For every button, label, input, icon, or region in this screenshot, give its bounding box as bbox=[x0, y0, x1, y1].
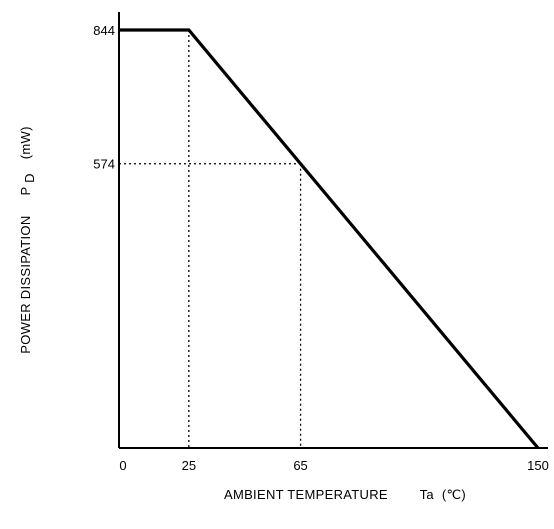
y-axis-label: POWER DISSIPATION P D (mW) bbox=[18, 126, 37, 353]
y-tick-label: 844 bbox=[93, 23, 115, 38]
x-axis-label: AMBIENT TEMPERATURE Ta (℃) bbox=[224, 487, 466, 502]
x-tick-label: 150 bbox=[527, 458, 549, 473]
x-axis-label-unit: (℃) bbox=[442, 487, 466, 502]
y-axis-label-symbol: P bbox=[18, 187, 33, 196]
y-axis-label-unit: (mW) bbox=[18, 126, 33, 159]
x-axis-label-symbol: Ta bbox=[420, 487, 435, 502]
y-axis-label-subscript: D bbox=[22, 173, 37, 183]
y-tick-labels: 844 574 bbox=[93, 23, 115, 172]
x-axis-label-text: AMBIENT TEMPERATURE bbox=[224, 487, 388, 502]
reference-lines bbox=[119, 29, 302, 448]
x-tick-label: 25 bbox=[182, 458, 196, 473]
x-tick-label: 65 bbox=[293, 458, 307, 473]
x-tick-labels: 0 25 65 150 bbox=[119, 458, 548, 473]
y-axis-label-text: POWER DISSIPATION bbox=[18, 215, 33, 353]
y-tick-label: 574 bbox=[93, 157, 115, 172]
x-tick-label: 0 bbox=[119, 458, 126, 473]
series-line bbox=[119, 28, 540, 450]
